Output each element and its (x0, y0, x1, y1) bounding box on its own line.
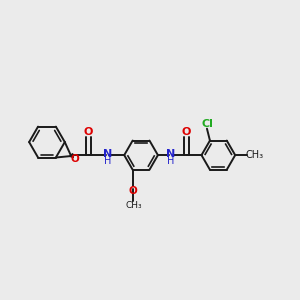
Text: O: O (70, 154, 80, 164)
Text: CH₃: CH₃ (125, 202, 142, 211)
Text: CH₃: CH₃ (246, 150, 264, 160)
Text: O: O (182, 128, 191, 137)
Text: H: H (167, 156, 175, 166)
Text: Cl: Cl (201, 119, 213, 129)
Text: O: O (84, 128, 93, 137)
Text: N: N (166, 149, 176, 159)
Text: H: H (104, 156, 111, 166)
Text: N: N (103, 149, 112, 159)
Text: O: O (128, 185, 137, 196)
